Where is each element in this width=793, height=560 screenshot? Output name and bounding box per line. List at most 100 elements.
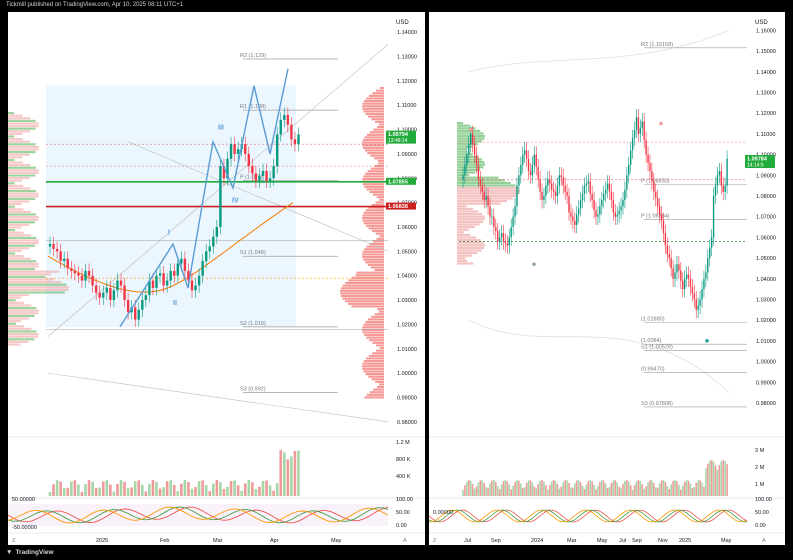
volume-bar [494, 482, 497, 496]
volume-profile-bar [8, 158, 15, 161]
oscillator-line [8, 506, 389, 524]
volume-bar [215, 480, 219, 496]
candle-body [52, 244, 55, 249]
volume-bar [493, 480, 495, 496]
candle-body [585, 183, 588, 186]
candle-body [516, 185, 518, 207]
volume-bar [564, 480, 566, 496]
volume-bar [504, 480, 507, 496]
volume-profile-bar [368, 227, 384, 230]
candle-body [629, 150, 632, 165]
left-chart-svg[interactable]: R2 (1.129) R1 (1.108) P (1.079) S1 (1.048) S… [8, 12, 425, 545]
candle-body [489, 206, 491, 217]
volume-bar [137, 480, 141, 496]
volume-profile-bar [8, 325, 25, 328]
volume-bar [647, 482, 649, 496]
candle-body [693, 293, 696, 300]
volume-profile-bar [362, 256, 384, 259]
volume-profile-bar [371, 118, 384, 121]
candle-body [581, 193, 584, 201]
volume-bar [183, 480, 187, 496]
volume-profile-bar [8, 244, 36, 247]
volume-bar [681, 485, 684, 496]
volume-bar [543, 481, 545, 496]
volume-profile-bar [8, 231, 24, 234]
volume-profile-bar [379, 198, 384, 201]
oscillator-tick: 100.00 [396, 497, 413, 503]
volume-profile-bar [371, 378, 384, 381]
volume-bar [254, 489, 258, 496]
volume-profile-bar [8, 255, 24, 258]
volume-profile-bar [8, 117, 31, 120]
volume-profile-bar [365, 172, 384, 175]
volume-profile-bar [8, 291, 65, 294]
right-chart-pane[interactable]: R2 (1.15158) P (1.08553) P (1.06864) S1 (1.… [429, 12, 785, 545]
volume-bar [498, 489, 501, 496]
candle-body [91, 275, 94, 286]
left-chart-pane[interactable]: R2 (1.129) R1 (1.108) P (1.079) S1 (1.048) S… [8, 12, 425, 545]
volume-bar [84, 484, 87, 496]
volume-profile-bar [8, 179, 22, 182]
volume-profile-bar [365, 224, 384, 227]
volume-profile-bar [362, 144, 384, 147]
volume-bar [469, 480, 472, 496]
volume-bar [73, 480, 77, 496]
volume-profile-bar [457, 155, 479, 158]
volume-bar [151, 480, 155, 496]
candle-body [112, 290, 116, 301]
volume-bar [133, 481, 137, 496]
candle-body [48, 244, 52, 247]
volume-profile-bar [8, 210, 31, 213]
volume-bar [545, 485, 547, 496]
volume-bar [643, 488, 645, 496]
volume-profile-bar [374, 269, 384, 272]
candle-body [680, 270, 682, 281]
volume-profile-bar [363, 222, 384, 225]
volume-profile-bar [342, 297, 384, 300]
candle-body [726, 158, 728, 186]
volume-bar [627, 481, 630, 496]
volume-bar [678, 484, 680, 496]
candle-body [562, 177, 564, 186]
volume-profile-bar [457, 215, 485, 218]
volume-profile-bar [457, 223, 480, 226]
volume-profile-bar [362, 105, 384, 108]
candle-body [268, 178, 272, 181]
volume-tick: 800 K [396, 457, 411, 463]
volume-bar [130, 487, 133, 496]
volume-profile-bar [362, 217, 384, 220]
candle-body [190, 280, 194, 291]
price-tick: 0.99000 [397, 395, 417, 401]
volume-profile-bar [8, 132, 23, 135]
candle-body [591, 193, 593, 201]
volume-profile-bar [457, 257, 466, 260]
top-bar: Tickmill published on TradingView.com, A… [0, 0, 793, 12]
signal-dot [469, 127, 473, 132]
pivot-label: R2 (1.129) [240, 53, 266, 59]
price-tick: 1.05000 [397, 249, 417, 255]
candle-body [566, 191, 568, 196]
wave-label: I [168, 229, 170, 236]
candle-body [539, 179, 541, 192]
volume-profile-bar [8, 203, 22, 206]
volume-profile-bar [351, 305, 384, 308]
volume-profile-bar [376, 237, 384, 240]
volume-profile-bar [375, 201, 384, 204]
candle-body [506, 243, 509, 246]
publisher-text: Tickmill published on TradingView.com, A… [6, 2, 184, 8]
volume-profile-bar [8, 171, 39, 174]
volume-bar [286, 459, 290, 496]
volume-bar [683, 481, 686, 496]
time-tick: May [331, 538, 342, 544]
volume-profile-bar [379, 383, 384, 386]
candle-body [134, 307, 137, 320]
volume-bar [653, 483, 655, 496]
volume-profile-bar [366, 357, 384, 360]
volume-profile-bar [457, 176, 499, 179]
volume-profile-bar [457, 226, 475, 229]
candle-body [162, 273, 165, 286]
volume-bar [714, 465, 717, 496]
price-badge-text: 1.09794 [388, 132, 409, 138]
right-chart-svg[interactable]: R2 (1.15158) P (1.08553) P (1.06864) S1 (1.… [429, 12, 785, 545]
volume-profile-bar [375, 380, 384, 383]
